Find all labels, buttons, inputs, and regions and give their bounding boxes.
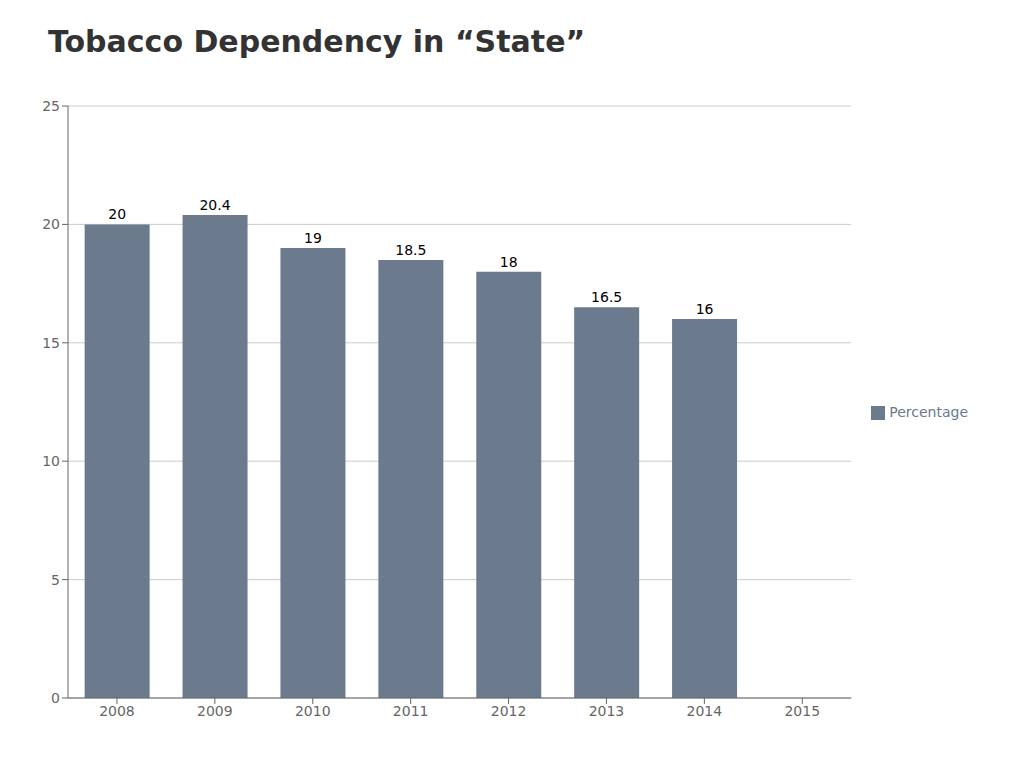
svg-text:16.5: 16.5 [591,289,622,305]
svg-text:2012: 2012 [491,703,527,719]
svg-text:18: 18 [500,254,518,270]
svg-text:2009: 2009 [197,703,233,719]
svg-text:19: 19 [304,230,322,246]
svg-text:16: 16 [696,301,714,317]
svg-text:15: 15 [42,335,60,351]
svg-text:25: 25 [42,98,60,114]
svg-text:5: 5 [51,572,60,588]
html-text:Percentage: Percentage [889,404,968,420]
svg-text:10: 10 [42,453,60,469]
html-text:Tobacco Dependency in “State”: Tobacco Dependency in “State” [48,24,586,59]
svg-text:20.4: 20.4 [199,197,230,213]
svg-text:2015: 2015 [784,703,820,719]
svg-text:2010: 2010 [295,703,331,719]
svg-text:2014: 2014 [687,703,723,719]
svg-text:18.5: 18.5 [395,242,426,258]
svg-text:2008: 2008 [99,703,135,719]
svg-text:20: 20 [42,216,60,232]
svg-text:0: 0 [51,690,60,706]
svg-text:2011: 2011 [393,703,429,719]
svg-text:20: 20 [108,206,126,222]
svg-text:2013: 2013 [589,703,625,719]
